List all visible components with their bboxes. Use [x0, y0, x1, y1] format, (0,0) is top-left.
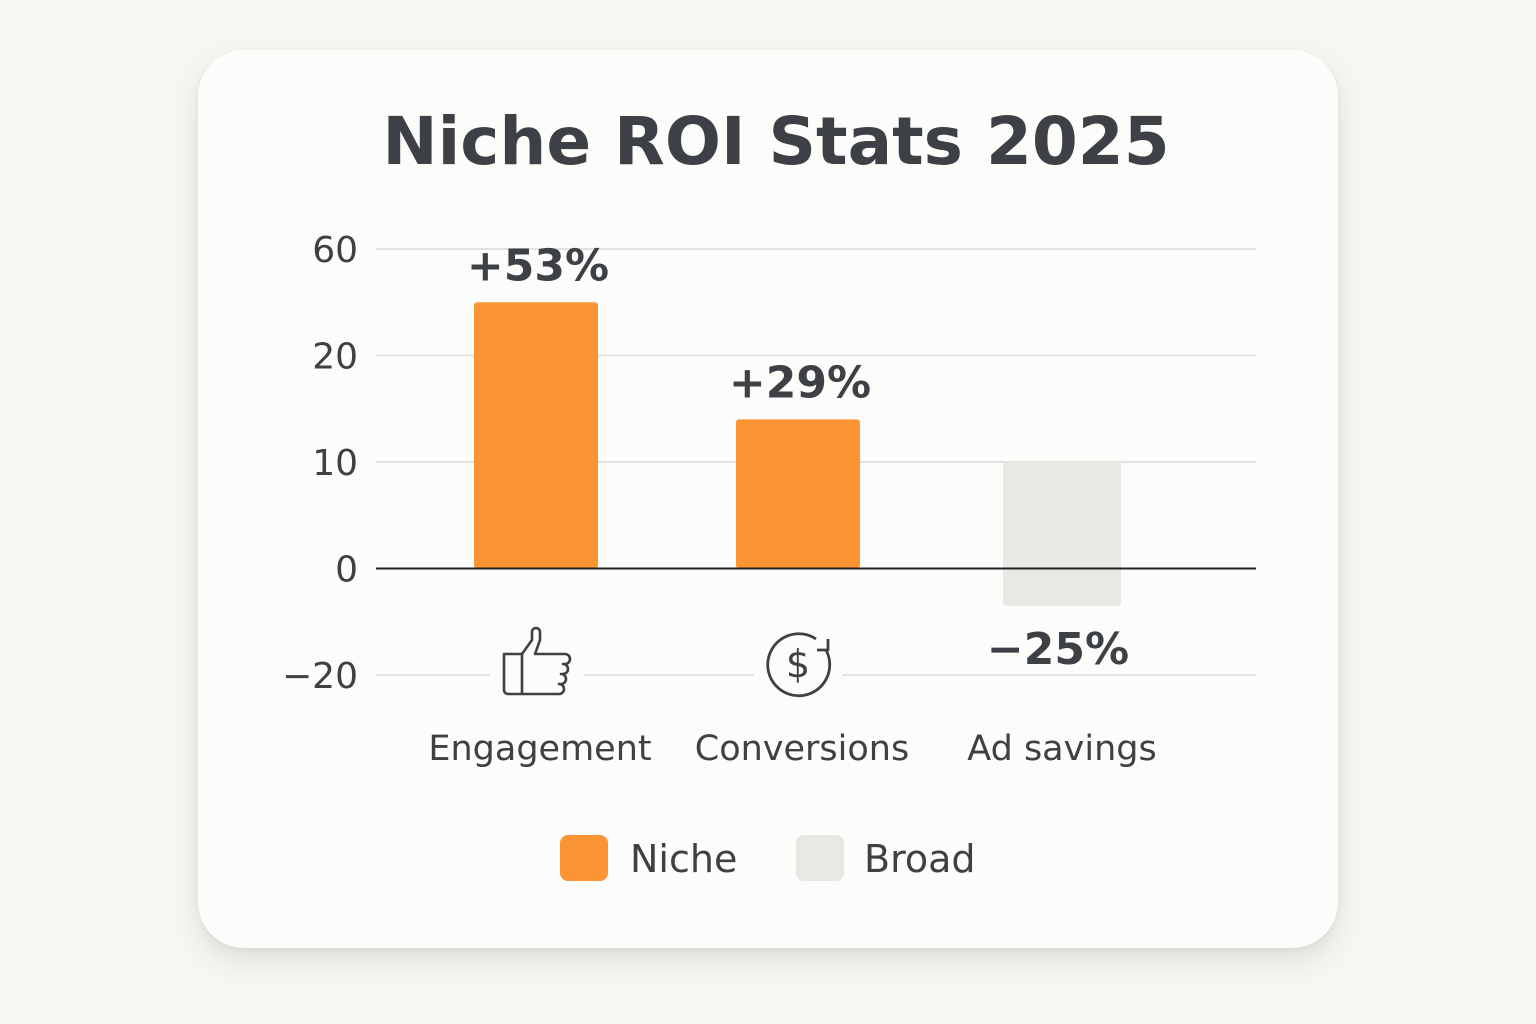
- legend-swatch-niche: [560, 835, 608, 881]
- thumbs-up-icon: [502, 626, 572, 696]
- x-category-label: Conversions: [695, 729, 909, 769]
- legend: Niche Broad: [560, 835, 976, 881]
- data-labels: +53% +29% −25%: [467, 240, 1129, 675]
- bar-conversions: [736, 419, 860, 569]
- legend-swatch-broad: [796, 835, 844, 881]
- legend-label-niche: Niche: [630, 837, 737, 881]
- y-tick-label: 20: [312, 337, 358, 378]
- data-label: −25%: [987, 624, 1129, 675]
- bars: [474, 302, 1121, 606]
- y-tick-label: 0: [335, 550, 358, 591]
- category-labels: Engagement Conversions Ad savings: [428, 729, 1156, 769]
- y-tick-label: 60: [312, 230, 358, 271]
- x-category-label: Engagement: [428, 729, 651, 769]
- x-category-label: Ad savings: [967, 729, 1156, 769]
- data-label: +29%: [729, 357, 871, 408]
- category-icons: $: [502, 626, 832, 698]
- dollar-refresh-icon: $: [766, 632, 832, 698]
- bar-ad-savings: [1003, 462, 1121, 606]
- legend-label-broad: Broad: [864, 837, 976, 881]
- data-label: +53%: [467, 240, 609, 291]
- svg-text:$: $: [786, 642, 810, 686]
- chart-title: Niche ROI Stats 2025: [382, 103, 1169, 180]
- y-tick-label: −20: [282, 656, 358, 697]
- bar-engagement: [474, 302, 598, 569]
- y-tick-label: 10: [312, 443, 358, 484]
- icon-backdrop: [490, 660, 584, 690]
